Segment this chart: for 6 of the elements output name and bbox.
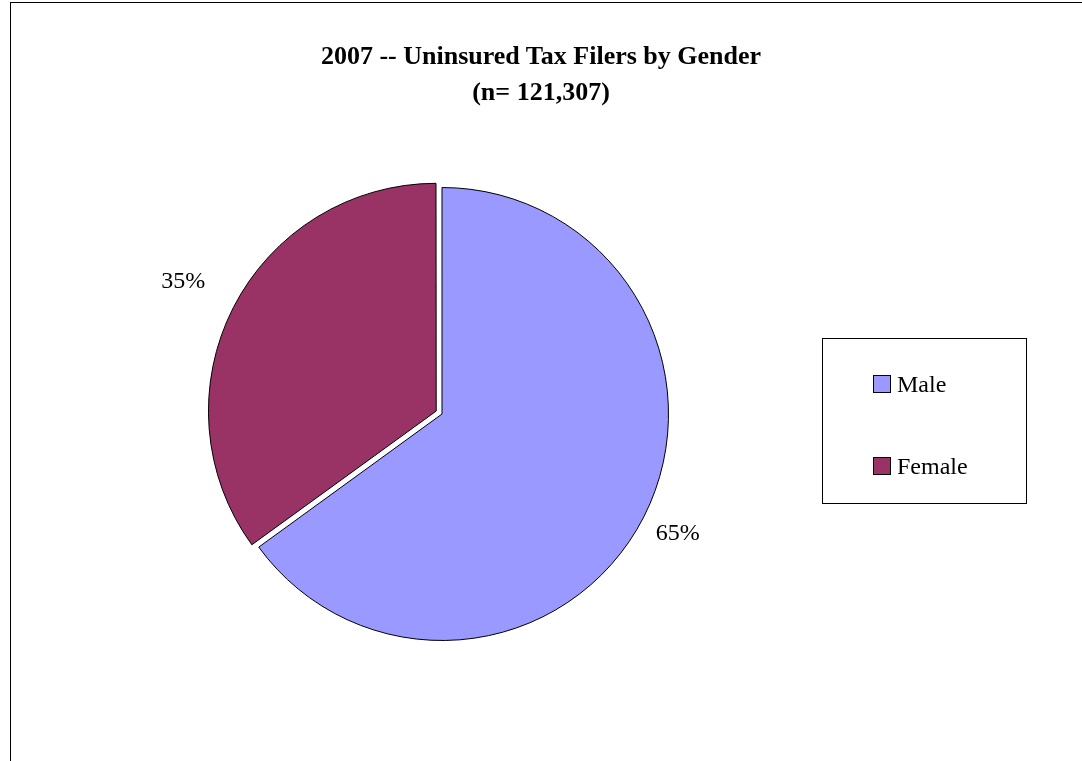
legend-label: Female <box>897 452 968 480</box>
chart-title: 2007 -- Uninsured Tax Filers by Gender <box>319 40 763 72</box>
data-label: 65% <box>655 519 700 546</box>
data-label: 35% <box>161 267 206 294</box>
legend-label: Male <box>897 370 947 398</box>
chart-subtitle: (n= 121,307) <box>471 76 611 108</box>
